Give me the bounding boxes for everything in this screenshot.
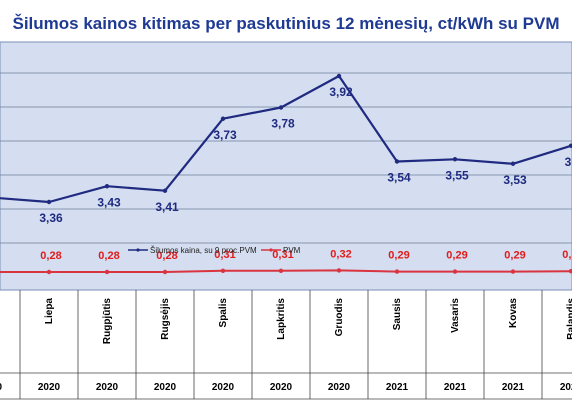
data-label: 3,36 xyxy=(39,211,63,225)
legend-marker xyxy=(269,248,273,252)
data-point xyxy=(336,73,342,79)
series-lines xyxy=(0,73,572,275)
data-point xyxy=(278,268,284,273)
category-tick-label: Spalis xyxy=(218,298,229,328)
data-point xyxy=(568,143,572,148)
plot-area xyxy=(0,41,572,291)
data-point xyxy=(104,269,110,275)
year-tick-label: 2020 xyxy=(0,382,3,393)
data-label: 0,28 xyxy=(98,250,119,262)
data-label: 0,28 xyxy=(156,250,177,262)
category-tick-label: Liepa xyxy=(44,298,55,325)
data-label: 0,29 xyxy=(446,250,467,262)
data-point xyxy=(46,269,52,275)
data-point xyxy=(162,269,168,275)
year-tick-label: 2021 xyxy=(386,382,409,393)
data-point xyxy=(104,184,110,189)
data-label: 0,31 xyxy=(272,249,293,261)
data-point xyxy=(278,105,284,110)
data-label: 3,92 xyxy=(329,85,353,99)
data-label: 0,29 xyxy=(504,250,525,262)
chart-title: Šilumos kainos kitimas per paskutinius 1… xyxy=(12,14,560,33)
data-point xyxy=(220,116,226,121)
series-line-vat xyxy=(0,269,572,273)
data-point xyxy=(510,161,516,166)
year-tick-label: 2020 xyxy=(96,382,119,393)
data-point xyxy=(568,269,572,274)
data-label: 3,53 xyxy=(503,173,527,187)
year-tick-label: 2021 xyxy=(560,382,572,393)
year-tick-label: 2021 xyxy=(502,382,525,393)
category-tick-label: Lapkritis xyxy=(276,298,287,340)
category-tick-label: Rugpjūtis xyxy=(102,298,113,345)
category-tick-label: Rugsėjis xyxy=(160,298,171,340)
data-label: 0,32 xyxy=(330,248,351,260)
category-tick-label: Balandis xyxy=(566,298,572,340)
data-point xyxy=(452,269,458,274)
series-line-price xyxy=(0,74,572,204)
legend-label: PVM xyxy=(283,246,301,255)
year-tick-label: 2021 xyxy=(444,382,467,393)
data-label: 3,43 xyxy=(97,195,121,209)
data-label: 3,78 xyxy=(271,117,295,131)
category-tick-label: Vasaris xyxy=(450,298,461,333)
year-tick-label: 2020 xyxy=(328,382,351,393)
year-tick-label: 2020 xyxy=(38,382,61,393)
data-label: 3,55 xyxy=(445,168,469,182)
data-label: 3,73 xyxy=(213,128,237,142)
data-point xyxy=(394,269,400,274)
category-tick-label: Kovas xyxy=(508,298,519,328)
plot-background xyxy=(0,41,572,291)
legend-label: Šilumos kaina, su 9 proc.PVM xyxy=(150,246,257,255)
data-point xyxy=(394,159,400,164)
data-labels: 83,363,433,413,733,783,923,543,553,533,6… xyxy=(39,85,572,262)
x-axis: Liepa Rugpjūtis Rugsėjis Spalis Lapkritis Gru… xyxy=(0,290,572,400)
data-label: 3,54 xyxy=(387,171,411,185)
year-tick-label: 2020 xyxy=(212,382,235,393)
data-label: 0,30 xyxy=(562,249,572,261)
data-point xyxy=(220,268,226,273)
data-label: 3,41 xyxy=(155,200,179,214)
category-tick-label: Sausis xyxy=(392,298,403,331)
data-label: 0,28 xyxy=(40,250,61,262)
data-label: 0,31 xyxy=(214,249,235,261)
data-point xyxy=(336,268,342,273)
data-point xyxy=(452,157,458,162)
data-point xyxy=(510,269,516,274)
year-tick-label: 2020 xyxy=(270,382,293,393)
legend-marker xyxy=(136,248,140,252)
category-tick-label: Gruodis xyxy=(334,298,345,337)
data-label: 3,6 xyxy=(565,155,572,169)
data-label: 0,29 xyxy=(388,250,409,262)
year-tick-label: 2020 xyxy=(154,382,177,393)
data-point xyxy=(162,188,168,193)
data-point xyxy=(46,199,52,205)
legend: Šilumos kaina, su 9 proc.PVM PVM xyxy=(128,246,301,255)
